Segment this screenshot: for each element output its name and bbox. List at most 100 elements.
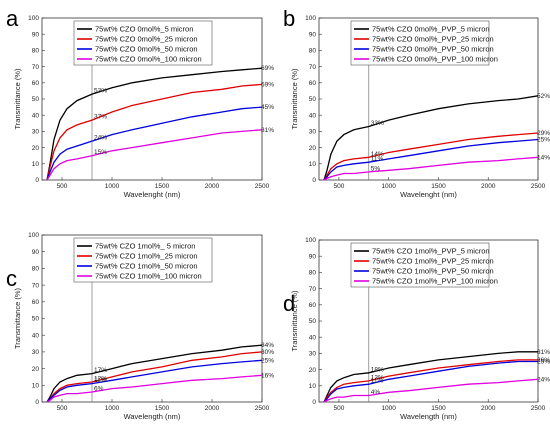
y-tick-label: 80 — [32, 266, 40, 273]
series-line — [46, 359, 263, 403]
y-tick-label: 20 — [32, 366, 40, 373]
x-tick-label: 500 — [57, 405, 68, 412]
series-line — [323, 351, 538, 403]
data-label-end: 31% — [537, 349, 550, 356]
legend-entry: 75wt% CZO 1mol%_50 micron — [95, 262, 198, 271]
series-line — [46, 83, 263, 181]
data-label-800nm: 24% — [94, 135, 107, 142]
y-tick-label: 20 — [32, 145, 40, 152]
legend-entry: 75wt% CZO 0mol%_PVP_50 micron — [372, 45, 494, 54]
x-tick-label: 2000 — [481, 183, 496, 190]
x-tick-label: 500 — [57, 183, 68, 190]
series-line — [46, 129, 263, 181]
data-label-800nm: 37% — [94, 114, 107, 121]
legend-entry: 75wt% CZO 1mol%_ 5 micron — [95, 242, 195, 251]
legend-box — [73, 20, 213, 66]
panel-letter: d — [283, 291, 295, 316]
y-tick-label: 30 — [32, 129, 40, 136]
legend-box — [73, 237, 213, 283]
y-tick-label: 80 — [32, 48, 40, 55]
x-axis-label: Wavelenght (nm) — [124, 190, 181, 199]
y-tick-label: 50 — [32, 316, 40, 323]
y-tick-label: 70 — [309, 64, 317, 71]
data-label-800nm: 5% — [371, 165, 381, 172]
data-label-800nm: 4% — [371, 389, 381, 396]
y-tick-label: 40 — [32, 332, 40, 339]
x-tick-label: 2000 — [205, 183, 220, 190]
y-tick-label: 40 — [309, 112, 317, 119]
x-tick-label: 1500 — [155, 183, 170, 190]
y-tick-label: 0 — [35, 177, 39, 184]
legend-entry: 75wt% CZO 1mol%_PVP_50 micron — [372, 267, 494, 276]
legend-entry: 75wt% CZO 1mol%_100 micron — [95, 272, 202, 281]
data-label-800nm: 33% — [371, 120, 384, 127]
y-tick-label: 40 — [32, 112, 40, 119]
x-tick-label: 2500 — [531, 183, 546, 190]
y-tick-label: 30 — [32, 349, 40, 356]
y-tick-label: 50 — [309, 318, 317, 325]
panel-letter: b — [283, 6, 295, 31]
y-tick-label: 50 — [32, 96, 40, 103]
legend-entry: 75wt% CZO 1mol%_25 micron — [95, 252, 198, 261]
y-tick-label: 0 — [35, 399, 39, 406]
chart-panel-c: c 0 10 20 30 40 50 60 70 80 90 100 500 1000 1500 2000 25… — [6, 232, 274, 421]
legend-entry: 75wt% CZO 0mol%_PVP_5 micron — [372, 25, 490, 34]
y-axis-label: Transmittance (%) — [290, 68, 299, 129]
x-tick-label: 2000 — [205, 405, 220, 412]
x-tick-label: 2500 — [255, 405, 270, 412]
x-tick-label: 2500 — [255, 183, 270, 190]
data-label-end: 25% — [537, 137, 550, 144]
y-axis-label: Transmittance (%) — [290, 290, 299, 351]
data-label-800nm: 13% — [371, 374, 384, 381]
y-axis-label: Transmittance (%) — [13, 288, 22, 349]
series-line — [46, 344, 263, 403]
data-label-800nm: 6% — [94, 385, 104, 392]
legend-entry: 75wt% CZO 1mol%_PVP_5 micron — [372, 247, 490, 256]
y-tick-label: 20 — [309, 367, 317, 374]
data-label-end: 25% — [537, 359, 550, 366]
series-line — [323, 359, 538, 403]
legend: 75wt% CZO 0mol%_PVP_5 micron 75wt% CZO 0m… — [350, 20, 498, 66]
y-tick-label: 60 — [309, 80, 317, 87]
y-tick-label: 70 — [32, 282, 40, 289]
data-label-800nm: 17% — [94, 367, 107, 374]
y-tick-label: 60 — [32, 299, 40, 306]
y-tick-label: 80 — [309, 48, 317, 55]
legend-box — [350, 242, 490, 288]
chart-panel-b: b 0 10 20 30 40 50 60 70 80 90 100 500 1000 1500 2000 25… — [283, 6, 550, 199]
series-line — [46, 106, 263, 181]
x-axis-label: Wavelength (nm) — [124, 412, 181, 421]
data-label-end: 24% — [537, 376, 550, 383]
panel-letter: c — [6, 266, 17, 291]
data-label-end: 45% — [261, 104, 274, 111]
legend-entry: 75wt% CZO 0mol%_PVP_100 micron — [372, 55, 498, 64]
series-line — [46, 351, 263, 403]
data-label-end: 52% — [537, 93, 550, 100]
data-label-800nm: 11% — [371, 156, 384, 163]
x-axis-label: Wavelenght (nm) — [400, 190, 457, 199]
y-tick-label: 10 — [309, 161, 317, 168]
series-line — [323, 95, 539, 181]
y-tick-label: 100 — [305, 237, 316, 244]
y-tick-label: 20 — [309, 145, 317, 152]
data-label-end: 14% — [537, 154, 550, 161]
y-tick-label: 100 — [28, 232, 39, 239]
data-label-end: 26% — [537, 357, 550, 364]
y-tick-label: 10 — [309, 383, 317, 390]
x-tick-label: 1500 — [431, 183, 446, 190]
data-label-end: 16% — [261, 372, 274, 379]
data-label-800nm: 12% — [94, 375, 107, 382]
data-label-end: 34% — [261, 342, 274, 349]
legend-entry: 75wt% CZO 0mol%_100 micron — [95, 55, 202, 64]
series-line — [46, 374, 263, 403]
y-tick-label: 70 — [32, 64, 40, 71]
legend-entry: 75wt% CZO 0mol%_25 micron — [95, 35, 198, 44]
y-tick-label: 30 — [309, 129, 317, 136]
x-tick-label: 2000 — [481, 405, 496, 412]
y-tick-label: 10 — [32, 161, 40, 168]
series-line — [323, 132, 539, 181]
chart-panel-a: a 0 10 20 30 40 50 60 70 80 90 100 500 1000 1500 2000 25… — [6, 6, 274, 199]
data-label-800nm: 15% — [94, 149, 107, 156]
x-axis-label: Wavelength (nm) — [400, 412, 457, 421]
